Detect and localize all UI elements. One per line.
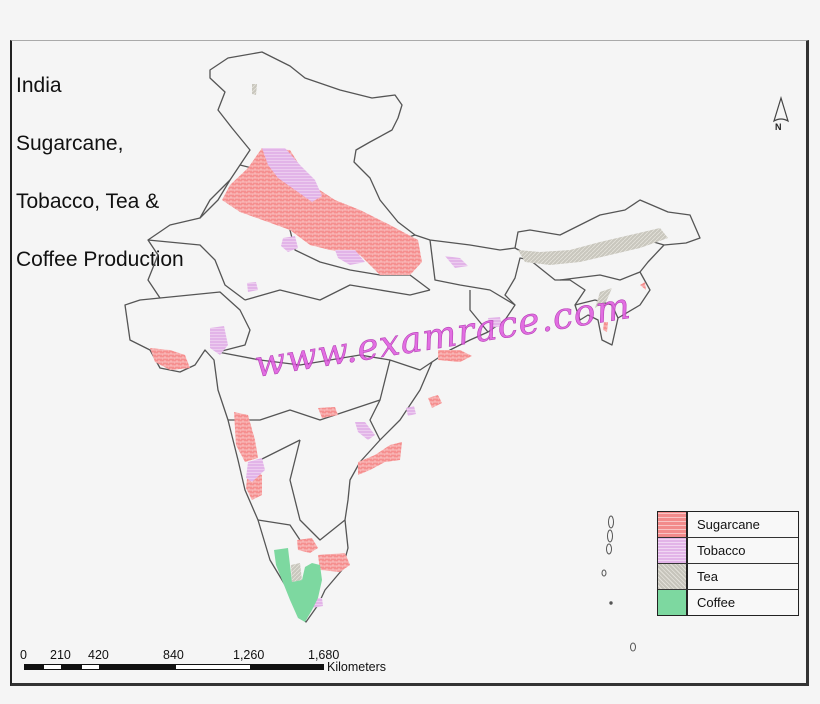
legend-item-tobacco: Tobacco (658, 538, 798, 564)
north-arrow-icon (772, 96, 790, 123)
legend: Sugarcane Tobacco Tea Coffee (657, 511, 799, 616)
legend-label: Tea (697, 569, 718, 584)
sugarcane-areas (150, 148, 646, 572)
scale-unit: Kilometers (327, 660, 387, 674)
title-line-2: Sugarcane, (16, 132, 124, 155)
tea-swatch-icon (658, 564, 688, 589)
scale-tick-1260: 1,260 (233, 648, 265, 662)
islands (601, 515, 636, 652)
north-arrow-label: N (775, 122, 782, 132)
scale-tick-210: 210 (50, 648, 71, 662)
title-line-1: India (16, 74, 62, 97)
scale-seg (44, 665, 61, 669)
scale-seg (176, 665, 250, 669)
scale-tick-1680: 1,680 (308, 648, 340, 662)
legend-item-tea: Tea (658, 564, 798, 590)
scale-seg (82, 665, 99, 669)
legend-label: Tobacco (697, 543, 746, 558)
scale-bar-graphic (24, 664, 324, 670)
title-line-4: Coffee Production (16, 248, 184, 271)
scale-tick-840: 840 (163, 648, 184, 662)
title-line-3: Tobacco, Tea & (16, 190, 160, 213)
coffee-areas (274, 548, 322, 622)
coffee-swatch-icon (658, 590, 688, 615)
legend-item-coffee: Coffee (658, 590, 798, 615)
scale-tick-0: 0 (20, 648, 27, 662)
scale-tick-420: 420 (88, 648, 109, 662)
legend-label: Sugarcane (697, 517, 760, 532)
sugarcane-swatch-icon (658, 512, 688, 537)
map-title: India Sugarcane, Tobacco, Tea & Coffee P… (16, 42, 184, 303)
legend-label: Coffee (697, 595, 736, 610)
tea-areas (252, 84, 668, 582)
tobacco-areas (210, 148, 502, 608)
map-frame (10, 40, 809, 686)
tobacco-swatch-icon (658, 538, 688, 563)
legend-item-sugarcane: Sugarcane (658, 512, 798, 538)
